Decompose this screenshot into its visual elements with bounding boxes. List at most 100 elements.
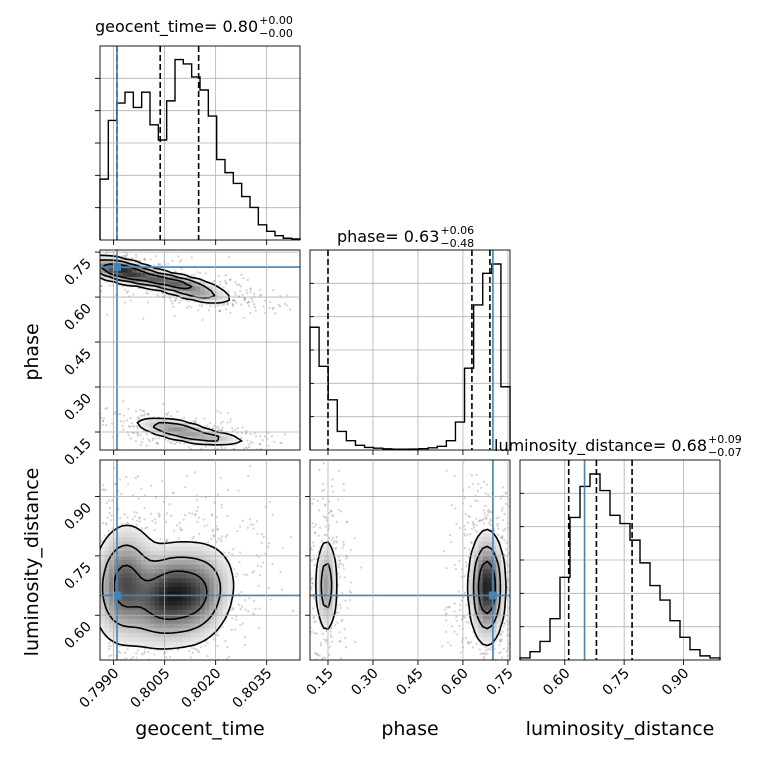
scatter-point [481,442,483,444]
density-cell [168,605,174,611]
density-cell [186,619,192,625]
scatter-point [216,410,219,413]
scatter-point [243,298,247,301]
scatter-point [154,522,157,525]
scatter-point [343,637,347,640]
scatter-point [478,648,482,651]
scatter-point [229,311,232,314]
density-cell [159,591,165,597]
scatter-point [224,274,228,277]
scatter-point [517,542,519,544]
scatter-point [193,647,196,650]
scatter-point [273,440,276,443]
scatter-point [220,503,223,507]
scatter-point [157,263,160,266]
density-cell [159,431,165,437]
density-cell [204,550,210,557]
density-cell [150,600,156,607]
density-cell [145,537,151,543]
scatter-point [464,534,467,537]
density-cell [109,628,115,634]
density-cell [491,582,497,588]
scatter-point [329,627,332,630]
density-cell [172,582,178,588]
density-cell [159,546,165,552]
density-cell [140,641,147,647]
density-cell [163,555,169,561]
scatter-point [232,548,235,551]
scatter-point [155,441,158,444]
density-cell [104,596,110,602]
scatter-point [240,303,243,306]
scatter-point [119,516,122,520]
scatter-point [243,458,245,460]
scatter-point [503,721,505,723]
scatter-point [330,635,333,639]
density-cell [136,641,142,647]
scatter-point [502,647,505,651]
density-cell [200,427,206,433]
scatter-point [74,249,76,251]
density-cell [122,591,128,597]
scatter-point [61,564,63,566]
density-cell [168,619,174,625]
scatter-point [201,318,204,321]
density-cell [500,600,507,607]
density-cell [177,564,183,570]
density-cell [200,564,206,570]
scatter-point [143,507,146,510]
scatter-point [516,626,518,628]
scatter-point [102,488,106,491]
scatter-point [110,514,113,517]
scatter-point [175,297,178,300]
scatter-point [168,503,171,506]
scatter-point [131,666,133,668]
density-cell [204,431,210,437]
density-cell [491,632,497,638]
density-cell [140,272,147,278]
scatter-point [514,505,516,507]
density-cell [100,550,106,557]
scatter-point [339,559,342,562]
scatter-point [285,304,289,307]
density-cell [478,560,484,566]
density-cell [150,546,156,552]
scatter-point [104,407,107,410]
density-cell [487,628,493,634]
scatter-point [196,309,200,312]
scatter-point [490,669,492,671]
scatter-point [317,534,320,537]
scatter-point [85,413,87,415]
scatter-point [232,448,235,450]
density-cell [227,600,233,607]
density-cell [159,569,165,575]
scatter-point [493,648,496,651]
density-cell [496,614,502,620]
density-cell [200,619,206,625]
tick-label-x: 0.45 [393,666,426,699]
scatter-point [306,697,308,699]
scatter-point [77,614,79,616]
density-cell [473,600,479,607]
scatter-point [179,299,182,302]
density-cell [323,541,329,547]
scatter-point [359,566,363,569]
density-cell [181,281,187,287]
density-cell [177,632,183,638]
scatter-point [521,599,523,601]
scatter-point [511,531,513,533]
scatter-point [340,660,342,662]
density-cell [145,541,151,547]
density-cell [487,632,493,638]
scatter-point [125,521,129,525]
density-cells [100,254,237,447]
scatter-point [244,297,247,300]
density-cell [213,431,219,437]
density-cell [190,550,197,557]
scatter-point [147,650,150,654]
density-cell [109,632,115,638]
scatter-point [340,619,343,623]
density-cell [131,272,137,278]
density-cell [478,573,484,579]
